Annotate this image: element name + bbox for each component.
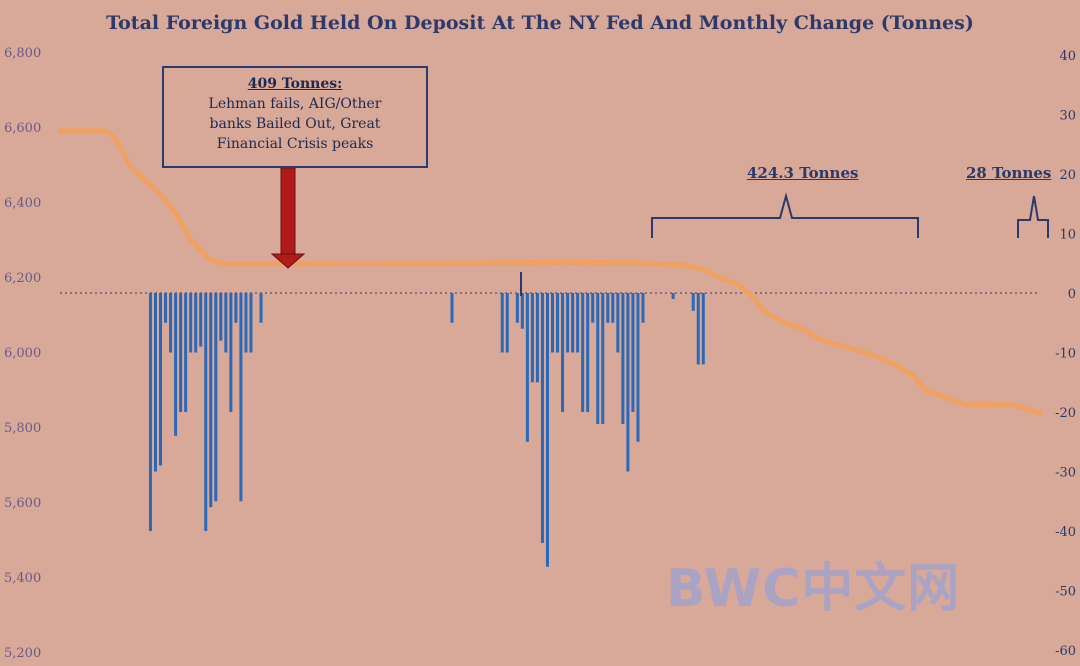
- bar: [194, 293, 198, 353]
- arrow-head: [270, 253, 306, 269]
- bar: [249, 293, 253, 353]
- bar: [671, 293, 675, 299]
- bar: [520, 293, 524, 329]
- bar: [219, 293, 223, 341]
- right-axis-tick: 40: [1059, 49, 1076, 64]
- left-axis-tick: 5,200: [4, 646, 41, 661]
- bar: [641, 293, 645, 323]
- right-axis-tick: -40: [1055, 525, 1076, 540]
- bar: [631, 293, 635, 412]
- bar: [621, 293, 625, 424]
- bar: [606, 293, 610, 323]
- bar: [586, 293, 590, 412]
- annotation-shapes: [270, 167, 1049, 296]
- bar-series: [148, 293, 705, 567]
- left-axis-tick: 5,400: [4, 571, 41, 586]
- bar: [636, 293, 640, 442]
- right-axis-tick: -50: [1055, 585, 1076, 600]
- brace-label-28: 28 Tonnes: [966, 164, 1052, 182]
- callout-box: 409 Tonnes: Lehman fails, AIG/Other bank…: [162, 66, 428, 168]
- bar: [505, 293, 509, 353]
- bar: [244, 293, 248, 353]
- arrow-shaft: [280, 167, 296, 255]
- right-axis-tick: 0: [1068, 287, 1076, 302]
- callout-heading: 409 Tonnes:: [247, 76, 343, 92]
- bar: [581, 293, 585, 412]
- callout-line-2: banks Bailed Out, Great: [209, 116, 381, 132]
- bar: [169, 293, 173, 353]
- right-axis-tick: -10: [1055, 347, 1076, 362]
- right-axis-tick: -30: [1055, 466, 1076, 481]
- bar: [184, 293, 188, 412]
- left-axis-tick: 6,400: [4, 196, 41, 211]
- bar: [611, 293, 615, 323]
- gold-holdings-line: [57, 128, 1043, 417]
- bar: [691, 293, 695, 311]
- left-axis-tick: 5,600: [4, 496, 41, 511]
- brace-label-424: 424.3 Tonnes: [747, 164, 859, 182]
- bar: [626, 293, 630, 472]
- bar: [148, 293, 152, 531]
- callout-line-1: Lehman fails, AIG/Other: [208, 96, 382, 112]
- bar: [556, 293, 560, 353]
- bar: [500, 293, 504, 353]
- bar: [535, 293, 539, 383]
- bar: [530, 293, 534, 383]
- right-axis-ticks: 40 30 20 10 0 -10 -20 -30 -40 -50 -60: [1055, 49, 1076, 659]
- bar: [189, 293, 193, 353]
- bar: [576, 293, 580, 353]
- right-axis-tick: -20: [1055, 406, 1076, 421]
- bar: [199, 293, 203, 347]
- bar: [696, 293, 700, 365]
- left-axis-ticks: 6,800 6,600 6,400 6,200 6,000 5,800 5,600 5,400…: [4, 46, 41, 661]
- right-axis-tick: -60: [1055, 644, 1076, 659]
- chart-title: Total Foreign Gold Held On Deposit At Th…: [106, 12, 974, 34]
- bar: [229, 293, 233, 412]
- bar: [164, 293, 168, 323]
- right-axis-tick: 20: [1059, 168, 1076, 183]
- bar: [525, 293, 529, 442]
- bar: [450, 293, 454, 323]
- bar: [566, 293, 570, 353]
- bar: [540, 293, 544, 543]
- right-axis-tick: 30: [1059, 109, 1076, 124]
- bar: [596, 293, 600, 424]
- bar: [234, 293, 238, 323]
- right-axis-tick: 10: [1059, 228, 1076, 243]
- line-series: [57, 128, 1043, 417]
- bar: [224, 293, 228, 353]
- bar: [561, 293, 565, 412]
- bar: [159, 293, 163, 466]
- bar: [239, 293, 243, 502]
- left-axis-tick: 6,800: [4, 46, 41, 61]
- bar: [214, 293, 218, 502]
- brace-28: [1017, 195, 1049, 238]
- bar: [701, 293, 705, 365]
- bar: [616, 293, 620, 353]
- bar: [601, 293, 605, 424]
- bar: [591, 293, 595, 323]
- left-axis-tick: 5,800: [4, 421, 41, 436]
- bar: [571, 293, 575, 353]
- brace-424: [651, 192, 919, 238]
- left-axis-tick: 6,000: [4, 346, 41, 361]
- bar: [174, 293, 178, 436]
- bar: [153, 293, 157, 472]
- bar: [179, 293, 183, 412]
- bar: [259, 293, 263, 323]
- bar: [515, 293, 519, 323]
- bar: [209, 293, 213, 508]
- watermark: BWC中文网: [666, 559, 961, 619]
- left-axis-tick: 6,200: [4, 271, 41, 286]
- callout-line-3: Financial Crisis peaks: [216, 136, 374, 152]
- bar: [545, 293, 549, 567]
- bar: [204, 293, 208, 531]
- left-axis-tick: 6,600: [4, 121, 41, 136]
- bar: [551, 293, 555, 353]
